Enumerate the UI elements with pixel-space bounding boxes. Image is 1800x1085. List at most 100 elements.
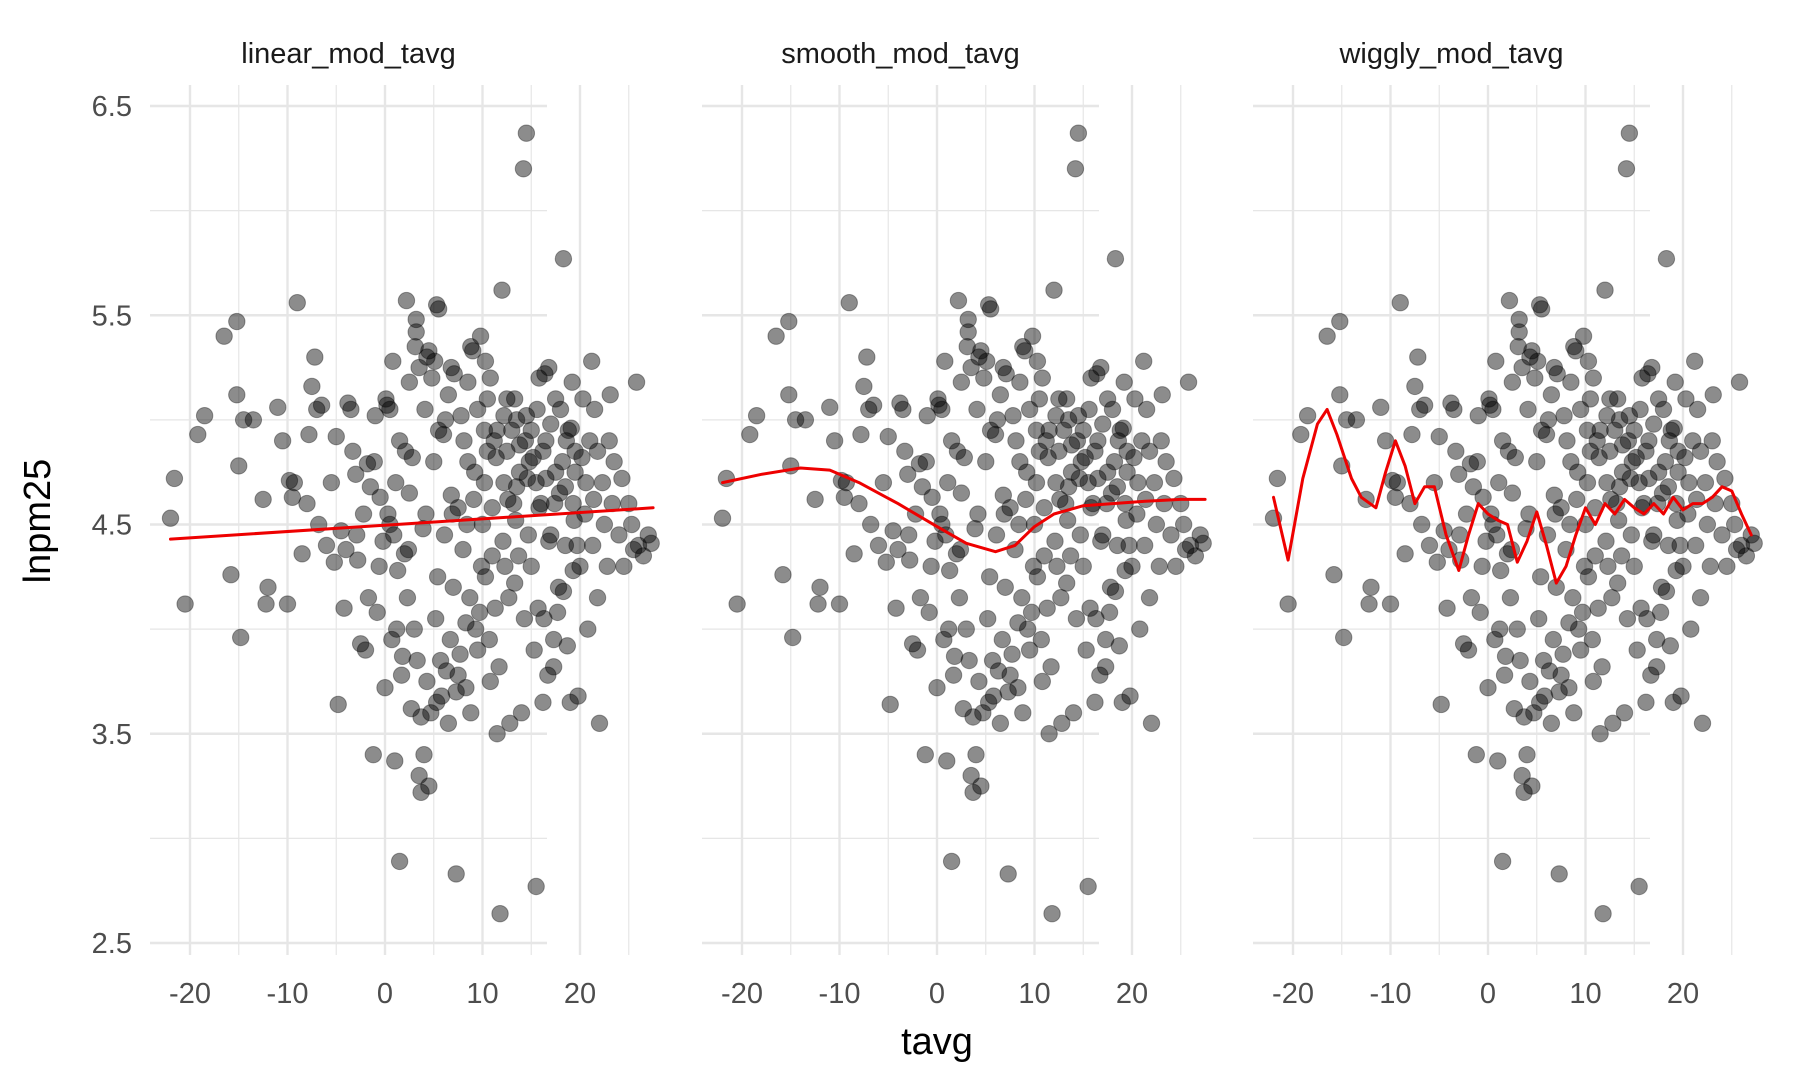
data-point xyxy=(1391,293,1409,312)
data-point xyxy=(916,745,934,764)
data-point xyxy=(1565,337,1583,356)
data-point xyxy=(1147,515,1166,534)
data-point xyxy=(461,589,479,607)
panel-title: smooth_mod_tavg xyxy=(781,38,1020,70)
data-point xyxy=(1013,589,1031,607)
data-point xyxy=(1511,651,1529,670)
data-point xyxy=(1500,291,1519,310)
data-point xyxy=(864,396,883,414)
data-point xyxy=(499,490,517,509)
data-point xyxy=(938,752,956,770)
data-point xyxy=(1669,463,1687,481)
data-point xyxy=(1331,312,1349,331)
data-point xyxy=(975,369,993,387)
data-point xyxy=(845,545,863,563)
data-point xyxy=(1642,666,1660,684)
data-point xyxy=(796,411,815,429)
data-point xyxy=(364,745,382,764)
data-point xyxy=(505,494,523,513)
data-point xyxy=(1109,432,1128,450)
data-point xyxy=(1430,427,1448,446)
data-point xyxy=(1560,614,1578,632)
data-point xyxy=(1086,442,1104,460)
data-point xyxy=(1569,463,1587,481)
data-point xyxy=(1618,609,1637,628)
data-point xyxy=(444,578,462,596)
data-point xyxy=(1627,448,1645,467)
data-point xyxy=(917,453,935,471)
data-point xyxy=(429,300,448,318)
data-point xyxy=(1106,582,1125,601)
data-point xyxy=(942,852,961,871)
data-point xyxy=(1598,406,1616,425)
data-point xyxy=(1496,647,1515,666)
data-point xyxy=(1604,714,1622,732)
data-point xyxy=(1082,369,1100,387)
x-tick-label: 10 xyxy=(466,978,498,1010)
data-point xyxy=(536,365,554,383)
data-point xyxy=(1140,442,1159,460)
data-point xyxy=(478,390,497,408)
data-point xyxy=(877,553,895,571)
data-point xyxy=(1062,463,1081,481)
data-point xyxy=(1167,557,1185,576)
data-point xyxy=(1092,532,1110,550)
data-point xyxy=(983,651,1002,670)
data-point xyxy=(459,453,477,471)
data-point xyxy=(1098,463,1117,481)
data-point xyxy=(498,442,516,460)
data-point xyxy=(1082,499,1100,517)
data-point xyxy=(1601,442,1619,460)
data-point xyxy=(368,603,386,622)
data-point xyxy=(1503,373,1522,391)
data-point xyxy=(1481,396,1499,414)
data-point xyxy=(415,745,433,764)
data-point xyxy=(303,377,321,396)
data-point xyxy=(1409,348,1427,366)
data-point xyxy=(944,666,963,684)
data-point xyxy=(452,406,470,425)
data-point xyxy=(1108,536,1127,555)
data-point xyxy=(968,400,986,419)
data-point xyxy=(1493,852,1512,871)
data-point xyxy=(540,532,558,550)
data-point xyxy=(176,595,194,613)
data-point xyxy=(629,536,648,555)
data-point xyxy=(465,490,483,509)
data-point xyxy=(1057,390,1076,408)
data-point xyxy=(1578,421,1597,440)
data-point xyxy=(397,291,416,310)
data-point xyxy=(1484,400,1502,419)
data-point xyxy=(999,683,1017,701)
data-point xyxy=(1486,630,1504,649)
data-point xyxy=(488,725,506,743)
data-point xyxy=(447,865,465,883)
data-point xyxy=(1415,396,1434,414)
data-point xyxy=(398,589,417,607)
data-point xyxy=(780,312,798,331)
data-point xyxy=(1165,469,1183,488)
data-point xyxy=(1411,400,1429,419)
data-point xyxy=(278,595,297,613)
data-point xyxy=(1120,536,1138,555)
data-point xyxy=(1562,453,1580,471)
data-point xyxy=(1113,693,1131,712)
scatter-points xyxy=(161,124,660,923)
data-point xyxy=(406,337,424,356)
data-point xyxy=(869,536,888,555)
data-point xyxy=(1620,124,1639,142)
data-point xyxy=(1596,281,1614,299)
data-point xyxy=(1501,589,1520,607)
data-point xyxy=(1578,473,1597,492)
data-point xyxy=(1018,620,1037,638)
data-point xyxy=(530,369,548,387)
data-point xyxy=(393,647,412,666)
data-point xyxy=(522,557,540,576)
data-point xyxy=(986,425,1005,444)
data-point xyxy=(728,595,746,613)
data-point xyxy=(1643,532,1661,550)
data-point xyxy=(481,672,499,691)
data-point xyxy=(542,526,560,544)
data-point xyxy=(1059,411,1078,429)
data-point xyxy=(1145,473,1164,492)
